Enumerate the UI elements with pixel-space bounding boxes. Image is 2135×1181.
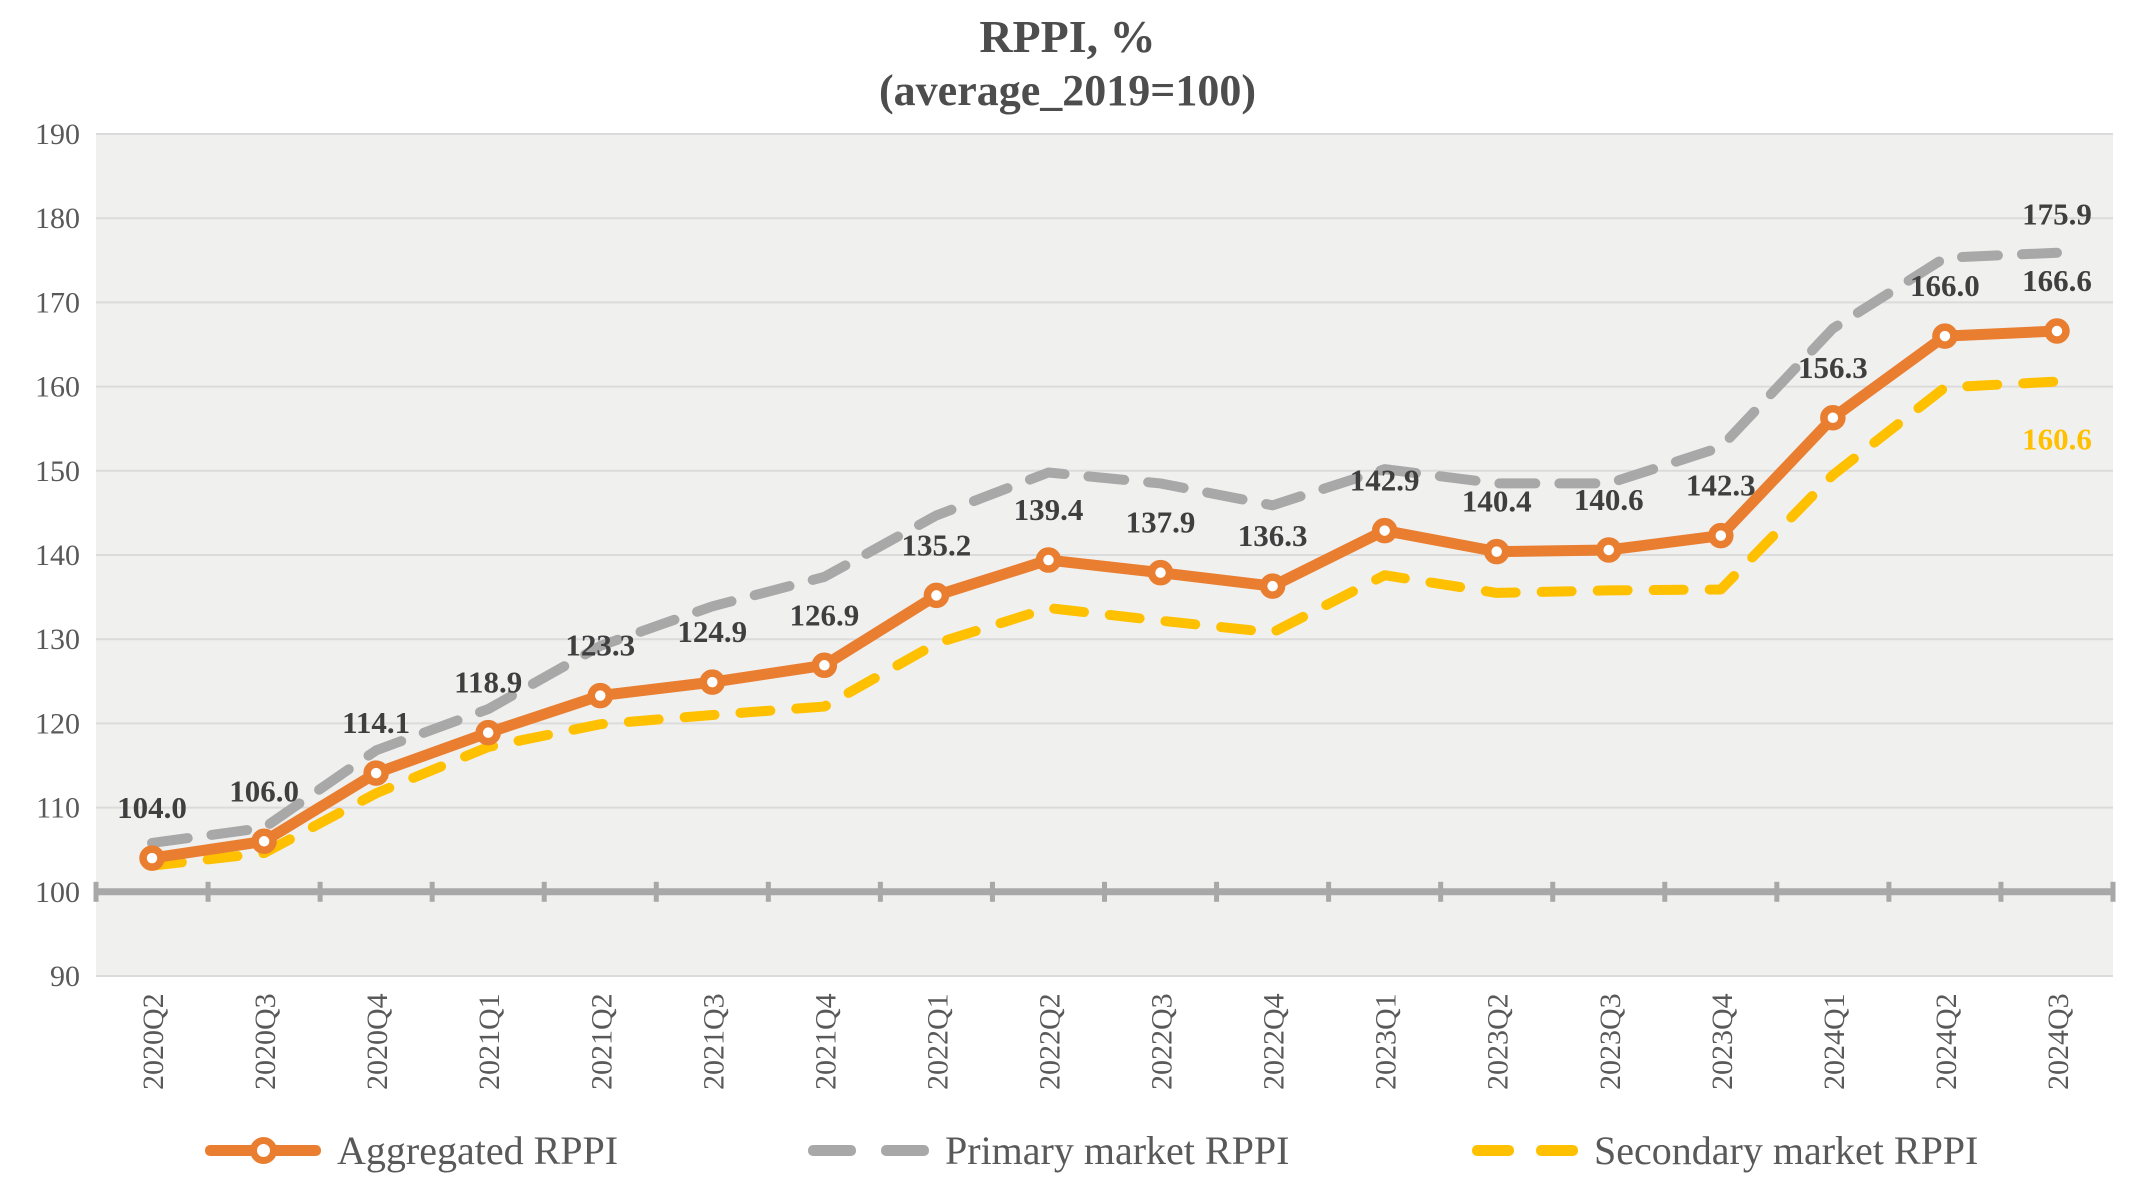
data-point-marker [1483,538,1510,565]
x-axis-label-2021Q1: 2021Q1 [473,993,506,1090]
y-axis-label-130: 130 [35,623,80,656]
x-axis-label-2021Q3: 2021Q3 [697,993,730,1090]
x-axis-label-2022Q3: 2022Q3 [1146,993,1179,1090]
y-axis-label-90: 90 [50,960,80,993]
x-axis-label-2022Q1: 2022Q1 [921,993,954,1090]
y-axis-label-190: 190 [35,118,80,151]
y-axis-label-100: 100 [35,876,80,909]
x-axis-label-2022Q4: 2022Q4 [1258,993,1291,1090]
data-label-primary-last: 175.9 [2022,197,2092,232]
data-point-marker [811,652,838,679]
data-point-marker [1708,522,1734,549]
data-point-marker [363,760,389,786]
series-line-aggregated-rppi [146,325,2063,864]
data-label-aggregated-2023Q3: 140.6 [1574,482,1644,517]
data-point-marker [1371,517,1398,544]
chart-title-block: RPPI, % (average_2019=100) [0,10,2135,118]
x-axis-label-2023Q1: 2023Q1 [1370,993,1403,1090]
legend-label-primary: Primary market RPPI [945,1127,1290,1173]
data-label-aggregated-2024Q3: 166.6 [2022,263,2092,298]
x-axis-label-2020Q3: 2020Q3 [249,993,282,1090]
legend-item-aggregated[interactable]: Aggregated RPPI [205,1122,618,1178]
chart-legend: Aggregated RPPI Primary market RPPI Seco… [0,1122,2135,1178]
data-point-marker [587,682,613,709]
x-axis-label-2020Q2: 2020Q2 [137,993,170,1090]
data-point-marker [139,845,165,871]
data-point-marker [1932,323,1958,349]
data-label-aggregated-2021Q2: 123.3 [565,628,635,663]
x-axis-label-2021Q2: 2021Q2 [585,993,618,1090]
data-point-marker [699,669,726,695]
x-axis-label-2023Q3: 2023Q3 [1594,993,1627,1090]
legend-item-primary[interactable]: Primary market RPPI [808,1122,1289,1178]
series-line-primary-market-rppi [147,247,2062,848]
x-axis-label-2024Q2: 2024Q2 [1930,993,1963,1090]
x-axis-label-2020Q4: 2020Q4 [361,993,394,1090]
data-point-marker [475,719,501,746]
x-axis-label-2024Q3: 2024Q3 [2042,993,2075,1090]
data-point-marker [2044,318,2070,344]
data-label-aggregated-2021Q1: 118.9 [454,665,522,700]
secondary-dash-icon [1472,1144,1578,1156]
data-point-marker [1147,559,1174,586]
aggregated-line-marker-icon [205,1136,321,1164]
data-label-aggregated-2023Q2: 140.4 [1462,484,1532,519]
y-axis-label-170: 170 [35,286,80,319]
data-label-aggregated-2022Q2: 139.4 [1014,492,1084,527]
data-label-aggregated-2022Q3: 137.9 [1126,505,1196,540]
y-axis-label-120: 120 [35,707,80,740]
legend-label-secondary: Secondary market RPPI [1594,1127,1979,1173]
data-point-marker [251,828,277,855]
data-label-secondary-last: 160.6 [2022,422,2092,457]
series-line-secondary-market-rppi [147,376,2062,871]
data-label-aggregated-2023Q1: 142.9 [1350,463,1420,498]
x-axis-label-2023Q4: 2023Q4 [1706,993,1739,1090]
chart-subtitle: (average_2019=100) [879,66,1256,115]
x-axis-label-2023Q2: 2023Q2 [1482,993,1515,1090]
data-label-aggregated-2020Q3: 106.0 [229,773,299,808]
primary-dash-icon [808,1144,929,1156]
legend-item-secondary[interactable]: Secondary market RPPI [1472,1122,1978,1178]
data-label-aggregated-2020Q2: 104.0 [117,790,187,825]
y-axis-label-110: 110 [36,792,80,825]
data-label-aggregated-2022Q1: 135.2 [902,527,972,562]
y-axis-label-160: 160 [35,371,80,404]
y-axis-label-150: 150 [35,455,80,488]
data-point-marker [1596,537,1622,563]
y-axis-label-180: 180 [35,202,80,235]
data-label-aggregated-2021Q3: 124.9 [677,614,747,649]
y-axis-label-140: 140 [35,539,80,572]
x-axis-label-2022Q2: 2022Q2 [1033,993,1066,1090]
data-label-aggregated-2021Q4: 126.9 [789,597,859,632]
data-label-aggregated-2024Q2: 166.0 [1910,268,1980,303]
data-point-marker [923,582,950,609]
data-point-marker [1820,405,1846,431]
data-label-aggregated-2024Q1: 156.3 [1798,350,1868,385]
data-label-aggregated-2022Q4: 136.3 [1238,518,1308,553]
data-point-marker [1259,573,1286,599]
x-axis-label-2024Q1: 2024Q1 [1818,993,1851,1090]
data-label-aggregated-2020Q4: 114.1 [342,705,410,740]
chart-title: RPPI, % [979,11,1156,62]
x-axis-label-2021Q4: 2021Q4 [809,993,842,1090]
data-label-aggregated-2023Q4: 142.3 [1686,468,1756,503]
legend-label-aggregated: Aggregated RPPI [337,1127,619,1173]
data-point-marker [1035,547,1062,573]
